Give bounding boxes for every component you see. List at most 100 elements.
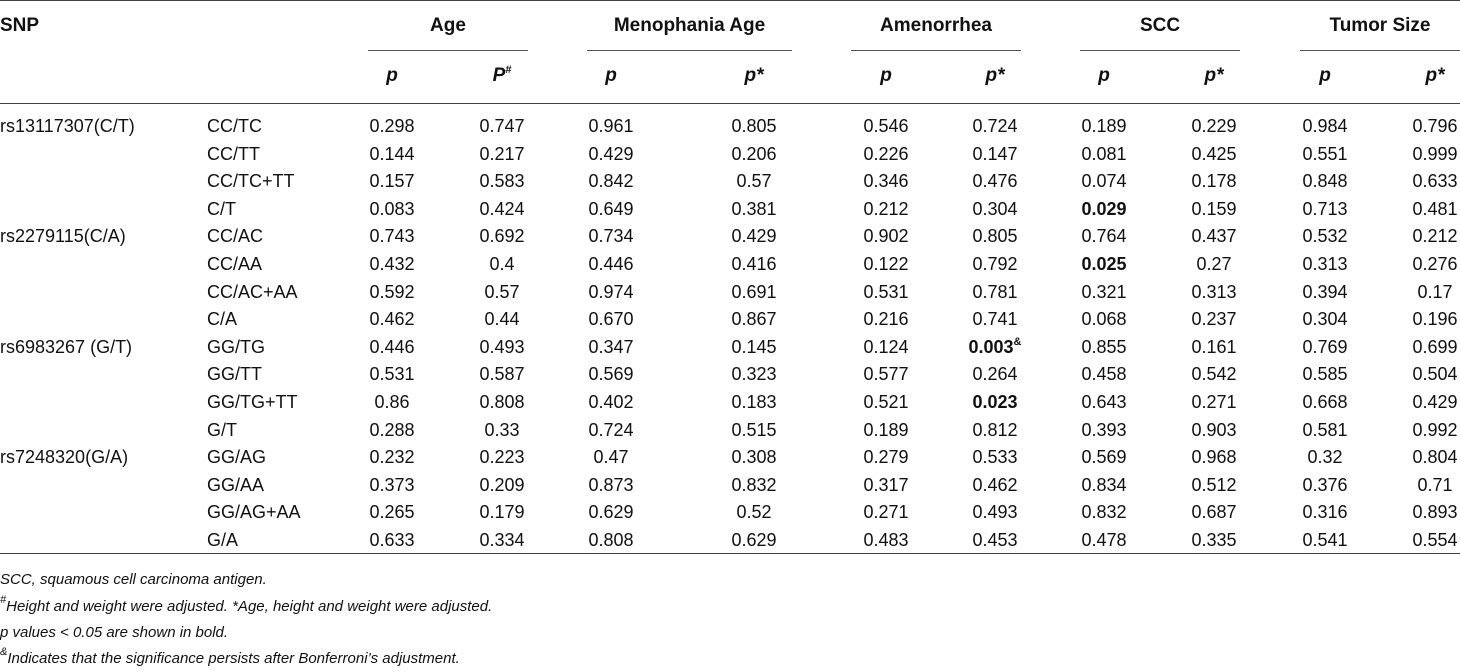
table-cell: 0.212 [1385,224,1460,248]
table-cell: 0.178 [1164,169,1264,193]
table-cell: 0.334 [452,528,552,552]
table-cell: 0.147 [945,142,1045,166]
table-cell: 0.577 [836,362,936,386]
cell-value: 0.551 [1302,144,1348,164]
table-cell: 0.804 [1385,445,1460,469]
cell-value: 0.229 [1191,116,1237,136]
cell-value: 0.178 [1191,171,1237,191]
table-cell: 0.321 [1054,280,1154,304]
cell-value: 0.458 [1081,364,1127,384]
table-cell: 0.212 [836,197,936,221]
table-cell: 0.554 [1385,528,1460,552]
cell-value: 0.581 [1302,420,1348,440]
cell-value: 0.304 [1302,309,1348,329]
sub-header-text: p [880,65,892,86]
cell-value: 0.743 [369,226,415,246]
cell-value: 0.212 [863,199,909,219]
sub-header-text: p [1319,65,1331,86]
table-cell: 0.458 [1054,362,1154,386]
table-cell: 0.699 [1385,335,1460,359]
cell-value: 0.265 [369,502,415,522]
table-cell: 0.86 [342,390,442,414]
table-cell: 0.183 [704,390,804,414]
table-cell: 0.531 [836,280,936,304]
cell-value: 0.629 [588,502,634,522]
table-cell: 0.226 [836,142,936,166]
cell-value: 0.734 [588,226,634,246]
table-cell: 0.27 [1164,252,1264,276]
group-header: Tumor Size [1329,15,1431,36]
cell-value: 0.44 [484,309,520,329]
table-cell: 0.478 [1054,528,1154,552]
cell-value: 0.71 [1417,475,1453,495]
cell-value: 0.629 [731,530,777,550]
table-cell: 0.429 [704,224,804,248]
cell-value: 0.992 [1412,420,1458,440]
cell-value: 0.842 [588,171,634,191]
cell-value: 0.083 [369,199,415,219]
table-cell: 0.122 [836,252,936,276]
cell-value: 0.893 [1412,502,1458,522]
table-cell: 0.546 [836,114,936,138]
cell-value: 0.081 [1081,144,1127,164]
cell-value: 0.999 [1412,144,1458,164]
sub-header: p [352,64,432,88]
sub-header-text: p* [1425,65,1445,86]
cell-value: 0.834 [1081,475,1127,495]
table-cell: 0.206 [704,142,804,166]
genetic-model: C/A [207,309,238,329]
table-cell: 0.592 [342,280,442,304]
sub-header-text: p* [985,65,1005,86]
cell-value: 0.805 [731,116,777,136]
table-cell: 0.687 [1164,500,1264,524]
table-cell: 0.317 [836,473,936,497]
cell-value: 0.196 [1412,309,1458,329]
cell-value: 0.532 [1302,226,1348,246]
table-cell: 0.855 [1054,335,1154,359]
sub-header-text: p [1098,65,1110,86]
table-cell: 0.33 [452,418,552,442]
cell-value: 0.848 [1302,171,1348,191]
cell-value: 0.968 [1191,447,1237,467]
cell-value: 0.86 [374,392,410,412]
group-underline [368,50,528,51]
cell-value: 0.446 [588,254,634,274]
footnote: SCC, squamous cell carcinoma antigen. [0,570,267,590]
cell-value: 0.189 [863,420,909,440]
cell-value: 0.493 [972,502,1018,522]
cell-value: 0.804 [1412,447,1458,467]
cell-value: 0.347 [588,337,634,357]
sub-header-text: p [386,65,398,86]
table-cell: 0.713 [1275,197,1375,221]
sub-header: p [846,64,926,88]
sub-header-text: p [605,65,617,86]
table-cell: 0.805 [704,114,804,138]
cell-value: 0.832 [1081,502,1127,522]
cell-value: 0.747 [479,116,525,136]
table-cell: 0.023 [945,390,1045,414]
table-cell: 0.425 [1164,142,1264,166]
table-cell: 0.999 [1385,142,1460,166]
cell-value: 0.33 [484,420,520,440]
table-cell: 0.670 [561,307,661,331]
sub-header: p* [955,64,1035,88]
table-bottom-rule [0,553,1460,554]
cell-value: 0.206 [731,144,777,164]
cell-value: 0.381 [731,199,777,219]
cell-value: 0.147 [972,144,1018,164]
sub-header-text: p* [1204,65,1224,86]
cell-value: 0.157 [369,171,415,191]
table-cell: 0.308 [704,445,804,469]
cell-value: 0.313 [1191,282,1237,302]
cell-value: 0.974 [588,282,634,302]
cell-value: 0.429 [731,226,777,246]
table-cell: 0.029 [1054,197,1154,221]
cell-value: 0.633 [1412,171,1458,191]
cell-value: 0.462 [972,475,1018,495]
group-header: Age [430,15,466,36]
cell-value: 0.687 [1191,502,1237,522]
cell-value: 0.692 [479,226,525,246]
cell-value: 0.264 [972,364,1018,384]
table-cell: 0.462 [945,473,1045,497]
table-cell: 0.724 [561,418,661,442]
